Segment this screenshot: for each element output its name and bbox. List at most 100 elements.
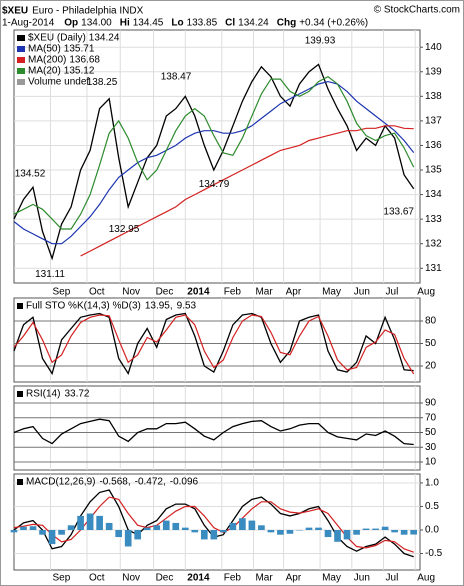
legend-value: 13.95 <box>145 301 170 312</box>
histogram-bar <box>391 530 398 533</box>
histogram-bar <box>381 526 389 530</box>
legend-swatch <box>17 391 23 397</box>
legend-label: Full STO %K(14,3) %D(3) <box>26 301 141 312</box>
y-tick-label: 138 <box>425 91 442 102</box>
histogram-bar <box>105 522 113 530</box>
y-tick-label: 137 <box>425 116 442 127</box>
histogram-bar <box>248 520 256 530</box>
histogram-bar <box>143 527 151 530</box>
x-tick-label: Mar <box>255 287 273 298</box>
histogram-bar <box>20 526 27 530</box>
histogram-bar <box>343 530 351 540</box>
y-tick-label: 30 <box>425 442 437 453</box>
y-tick-label: 0.5 <box>425 501 439 512</box>
legend-swatch <box>17 79 25 85</box>
legend-value: -0.472 <box>135 477 164 488</box>
series-line <box>80 125 414 257</box>
legend-separator: , <box>128 477 131 488</box>
x-tick-label: Apr <box>286 287 302 298</box>
x-tick-label: Oct <box>89 287 105 298</box>
legend-swatch <box>17 46 25 52</box>
x-tick-label: Jun <box>354 573 370 584</box>
histogram-bar <box>39 530 46 535</box>
y-tick-label: 132 <box>425 238 442 249</box>
histogram-bar <box>10 530 18 533</box>
histogram-bar <box>48 530 56 545</box>
histogram-bar <box>410 530 417 535</box>
annotation: 134.79 <box>199 179 230 190</box>
histogram-bar <box>286 530 294 534</box>
x-tick-label: 2014 <box>187 287 210 298</box>
series-line <box>13 312 414 376</box>
series-line <box>13 418 414 446</box>
legend-value: 135.12 <box>64 66 95 77</box>
histogram-bar <box>124 530 132 547</box>
field-value: 133.85 <box>187 18 218 29</box>
legend-label: $XEU (Daily) <box>28 33 86 44</box>
y-tick-label: 135 <box>425 165 442 176</box>
histogram-bar <box>172 522 180 530</box>
histogram-bar <box>162 520 170 530</box>
legend-swatch <box>17 57 25 63</box>
annotation: 138.47 <box>161 71 192 82</box>
date: 1-Aug-2014 <box>2 18 55 29</box>
histogram-bar <box>115 530 123 538</box>
field-label: Chg <box>277 18 296 29</box>
y-tick-label: 136 <box>425 140 442 151</box>
x-tick-label: Sep <box>52 287 70 298</box>
series-line <box>13 314 415 375</box>
legend-label: Volume undef <box>28 77 89 88</box>
field-label: Op <box>64 18 78 29</box>
y-tick-label: 20 <box>425 361 437 372</box>
symbol: $XEU <box>2 6 28 17</box>
histogram-bar <box>210 530 218 540</box>
histogram-bar <box>372 528 379 530</box>
field-label: Cl <box>225 18 235 29</box>
y-tick-label: 139 <box>425 66 442 77</box>
histogram-bar <box>191 530 199 533</box>
legend-value: 9.53 <box>177 301 197 312</box>
x-tick-label: May <box>322 573 341 584</box>
x-tick-label: Aug <box>417 573 435 584</box>
legend-swatch <box>17 479 23 485</box>
histogram-bar <box>353 530 360 535</box>
y-tick-label: 70 <box>425 412 437 423</box>
histogram-bar <box>277 530 284 535</box>
y-tick-label: 140 <box>425 42 442 53</box>
x-tick-label: Dec <box>156 573 174 584</box>
histogram-bar <box>200 530 208 540</box>
histogram-bar <box>362 528 370 530</box>
legend-label: MA(50) <box>28 44 61 55</box>
x-tick-label: Nov <box>122 287 140 298</box>
x-tick-label: Dec <box>156 287 174 298</box>
y-tick-label: 10 <box>425 457 437 468</box>
y-tick-label: 90 <box>425 398 437 409</box>
histogram-bar <box>67 525 75 530</box>
legend-label: MACD(12,26,9) <box>26 477 95 488</box>
legend-value: 134.24 <box>89 33 120 44</box>
histogram-bar <box>239 518 246 530</box>
x-tick-label: Feb <box>224 287 242 298</box>
series-line <box>13 80 415 245</box>
annotation: 138.25 <box>87 77 118 88</box>
x-tick-label: Apr <box>286 573 302 584</box>
histogram-bar <box>96 515 103 530</box>
annotation: 131.11 <box>35 269 65 280</box>
legend-value: 33.72 <box>64 389 89 400</box>
field-value: 134.24 <box>238 18 269 29</box>
legend-value: 135.71 <box>64 44 95 55</box>
histogram-bar <box>258 525 265 530</box>
x-tick-label: Sep <box>52 573 70 584</box>
histogram-bar <box>58 530 65 535</box>
histogram-bar <box>29 526 37 530</box>
legend-swatch <box>17 35 25 41</box>
x-tick-label: Nov <box>122 573 140 584</box>
legend-value: 136.68 <box>69 55 100 66</box>
histogram-bar <box>400 530 408 535</box>
annotation: 133.67 <box>383 206 414 217</box>
histogram-bar <box>134 530 142 540</box>
field-value: +0.34 (+0.26%) <box>299 18 368 29</box>
x-tick-label: Oct <box>89 573 105 584</box>
y-tick-label: -0.5 <box>425 548 443 559</box>
